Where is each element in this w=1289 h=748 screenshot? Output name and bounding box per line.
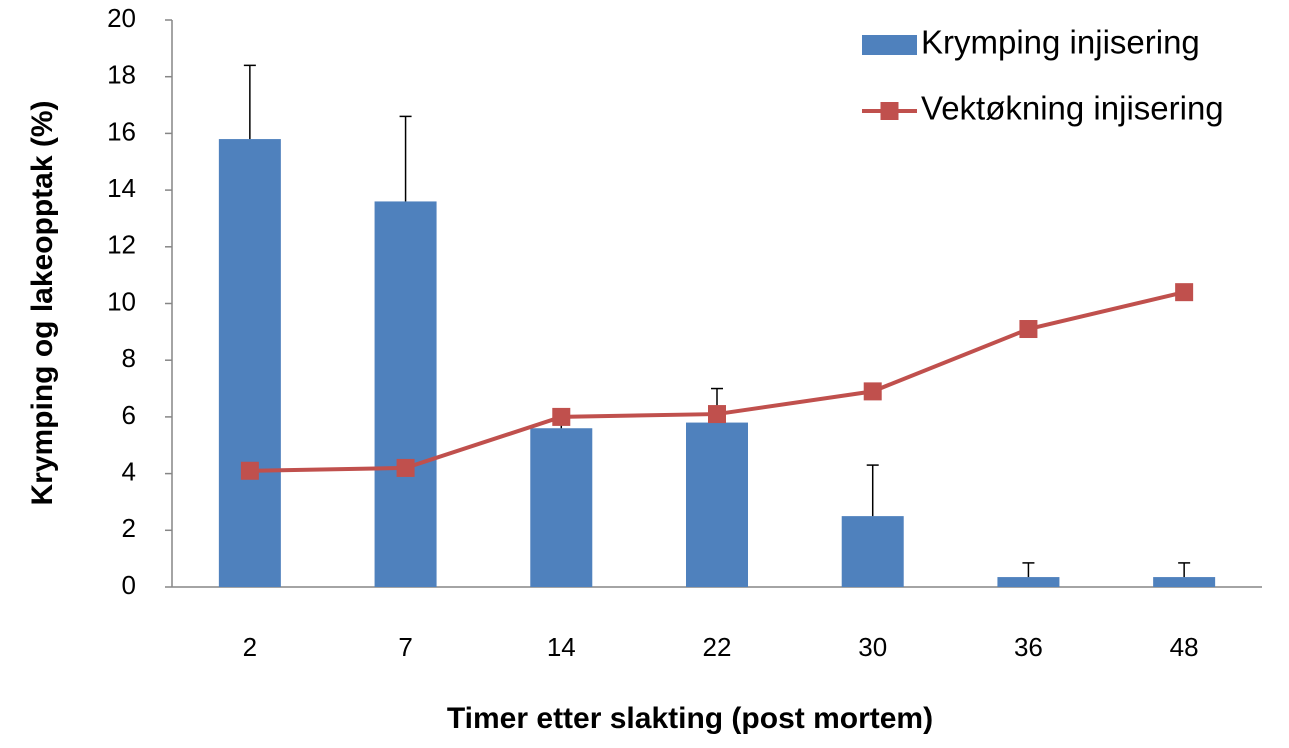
marker (1019, 320, 1038, 339)
x-tick-label: 36 (1014, 632, 1043, 662)
x-tick-label: 2 (243, 632, 257, 662)
bar (374, 201, 437, 587)
y-tick-label: 8 (122, 343, 136, 373)
bar (1153, 577, 1216, 587)
marker (240, 461, 259, 480)
legend-label: Krymping injisering (921, 24, 1200, 61)
bar (997, 577, 1060, 587)
legend-label: Vektøkning injisering (921, 90, 1224, 127)
x-tick-label: 48 (1170, 632, 1199, 662)
marker (396, 458, 415, 477)
bar (218, 139, 281, 587)
y-tick-label: 14 (107, 173, 136, 203)
bar (686, 422, 748, 587)
marker (1175, 283, 1194, 302)
marker (708, 405, 726, 424)
bar (530, 428, 593, 587)
x-axis-label: Timer etter slakting (post mortem) (447, 702, 933, 735)
marker (863, 382, 882, 401)
y-tick-label: 12 (107, 230, 136, 260)
bar (841, 516, 904, 587)
x-tick-label: 22 (703, 632, 732, 662)
y-tick-label: 6 (122, 400, 136, 430)
y-tick-label: 20 (107, 3, 136, 33)
y-tick-label: 10 (107, 286, 136, 316)
x-tick-label: 30 (858, 632, 887, 662)
y-tick-label: 2 (122, 513, 136, 543)
y-tick-label: 18 (107, 60, 136, 90)
legend-swatch (880, 102, 899, 120)
x-tick-label: 14 (547, 632, 576, 662)
legend-swatch (862, 35, 917, 55)
y-tick-label: 0 (122, 570, 136, 600)
marker (552, 407, 571, 426)
y-axis-label: Krymping og lakeopptak (%) (26, 100, 59, 505)
y-tick-label: 16 (107, 116, 136, 146)
x-tick-label: 7 (398, 632, 412, 662)
y-tick-label: 4 (122, 456, 136, 486)
